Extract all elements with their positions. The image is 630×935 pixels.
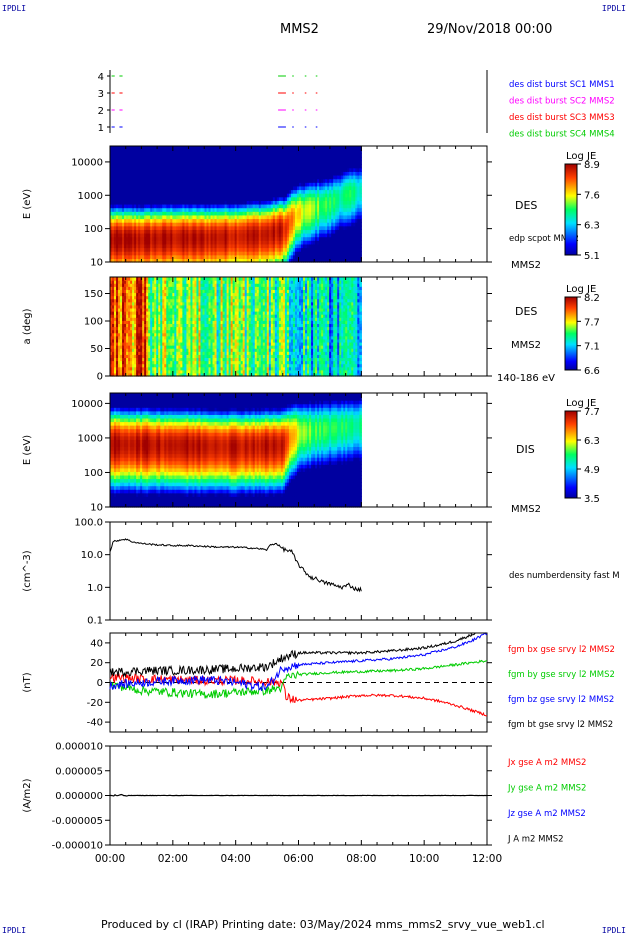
des-energy-colorbar [565, 164, 577, 255]
burst-panel: 4 3 2 1 des dist burst SC1 MMS1 des dist burs… [98, 70, 615, 140]
spectrogram-cell [359, 226, 362, 230]
burst-tick-label: 1 [98, 123, 104, 134]
des-energy-cbar-label: 5.1 [584, 251, 600, 262]
des-energy-cbar-label: 7.6 [584, 190, 600, 201]
spectrogram-cell [359, 204, 362, 208]
spectrogram-cell [359, 200, 362, 204]
spectrogram-cell [359, 164, 362, 168]
spectrogram-cell [359, 197, 362, 201]
spectrogram-cell [359, 208, 362, 212]
spectrogram-cell [359, 248, 362, 252]
des-energy-tick-label: 1000 [78, 191, 103, 202]
spectrogram-cell [359, 175, 362, 179]
spectrogram-cell [359, 193, 362, 197]
burst-label: des dist burst SC3 MMS3 [509, 113, 615, 123]
burst-label: des dist burst SC4 MMS4 [509, 130, 615, 140]
spectrogram-cell [359, 179, 362, 183]
spectrogram-cell [359, 229, 362, 233]
spectrogram-cell [359, 240, 362, 244]
burst-tick-label: 4 [98, 72, 104, 83]
burst-label: des dist burst SC1 MMS1 [509, 80, 615, 90]
spectrogram-cell [359, 161, 362, 165]
spectrogram-cell [359, 157, 362, 161]
spectrogram-cell [359, 233, 362, 237]
des-energy-cbar-label: 6.3 [584, 221, 600, 232]
des-energy-sc: MMS2 [511, 260, 541, 271]
spectrogram-cell [359, 222, 362, 226]
summary-plot: 4 3 2 1 des dist burst SC1 MMS1 des dist burs… [0, 0, 630, 915]
des-energy-cbar-label: 8.9 [584, 160, 600, 171]
spectrogram-cell [359, 237, 362, 241]
spectrogram-cell [359, 244, 362, 248]
spectrogram-cell [359, 215, 362, 219]
des-energy-ylabel: E (eV) [22, 189, 33, 219]
des-energy-tick-label: 100 [84, 224, 103, 235]
spectrogram-cell [359, 153, 362, 157]
spectrogram-cell [359, 251, 362, 255]
des-energy-instrument: DES [515, 199, 537, 212]
spectrogram-cell [359, 171, 362, 175]
spectrogram-cell [359, 190, 362, 194]
spectrogram-cell [359, 168, 362, 172]
spectrogram-cell [359, 211, 362, 215]
spectrogram-cell [359, 186, 362, 190]
burst-label: des dist burst SC2 MMS2 [509, 97, 615, 107]
des-energy-tick-label: 10000 [71, 157, 103, 168]
des-energy-tick-label: 10 [90, 258, 103, 269]
spectrogram-cell [359, 219, 362, 223]
burst-tick-label: 3 [98, 89, 104, 100]
spectrogram-cell [359, 182, 362, 186]
burst-tick-label: 2 [98, 106, 104, 117]
